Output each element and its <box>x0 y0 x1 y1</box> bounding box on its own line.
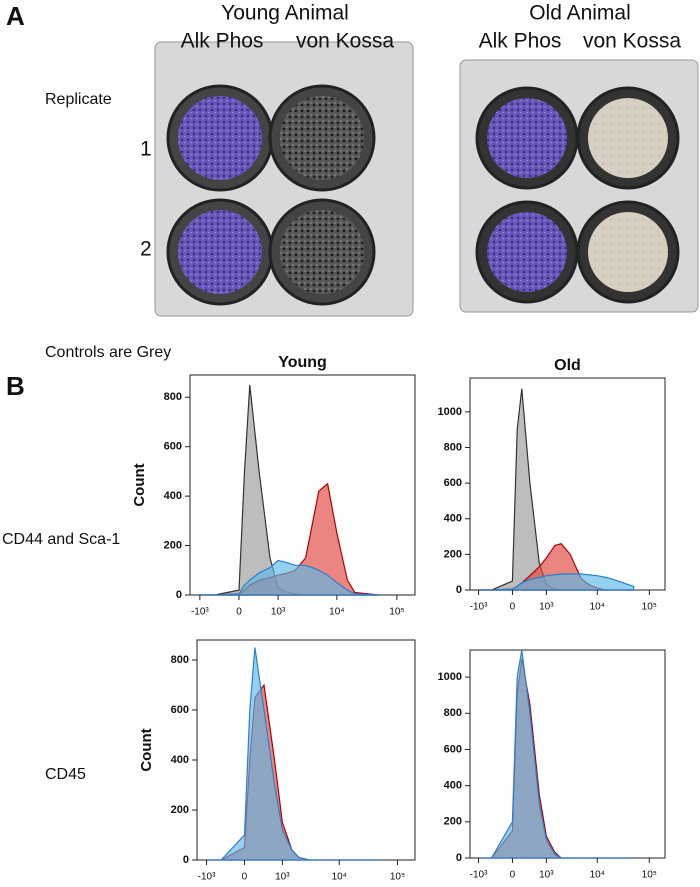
y-tick-label: 0 <box>456 852 462 864</box>
y-tick-label: 800 <box>171 654 189 666</box>
histogram-area <box>206 647 380 861</box>
x-tick-label: 10⁴ <box>590 602 605 613</box>
y-tick-label: 200 <box>164 539 182 551</box>
x-tick-label: 10³ <box>539 870 554 881</box>
y-tick-label: 600 <box>444 743 462 755</box>
x-tick-label: 10³ <box>271 607 286 618</box>
y-tick-label: 0 <box>176 589 182 601</box>
histogram-area <box>478 658 634 859</box>
x-tick-label: 10⁴ <box>332 872 347 883</box>
plate-young <box>154 41 414 317</box>
y-tick-label: 600 <box>164 441 182 453</box>
row-label: 2 <box>140 238 152 261</box>
plot-frame <box>196 639 416 861</box>
x-tick-label: 0 <box>236 607 242 618</box>
group-title: Young Animal <box>221 2 349 25</box>
y-tick-label: 0 <box>183 854 189 866</box>
x-tick-label: 10⁴ <box>329 607 344 618</box>
x-tick-label: 10⁵ <box>642 870 657 881</box>
column-label: von Kossa <box>583 30 681 53</box>
x-tick-label: 10⁵ <box>642 602 657 613</box>
y-tick-label: 200 <box>444 816 462 828</box>
row-label: 1 <box>140 138 152 161</box>
plate-old <box>459 59 699 313</box>
y-tick-label: 400 <box>444 513 462 525</box>
chart-title: Young <box>278 354 327 371</box>
y-tick-label: 1000 <box>438 406 462 418</box>
y-tick-label: 800 <box>164 391 182 403</box>
x-tick-label: 10³ <box>539 602 554 613</box>
histogram-area <box>206 683 380 861</box>
y-tick-label: 200 <box>444 548 462 560</box>
x-tick-label: 0 <box>510 602 516 613</box>
panel-letter: A <box>6 1 25 31</box>
x-tick-label: -10³ <box>198 872 216 883</box>
column-label: Alk Phos <box>479 30 562 53</box>
y-tick-label: 600 <box>171 704 189 716</box>
x-tick-label: 10⁵ <box>389 607 404 618</box>
y-tick-label: 0 <box>456 584 462 596</box>
y-tick-label: 800 <box>444 707 462 719</box>
note: Controls are Grey <box>45 344 171 361</box>
x-tick-label: 10⁴ <box>590 870 605 881</box>
y-tick-label: 200 <box>171 804 189 816</box>
x-tick-label: -10³ <box>191 607 209 618</box>
column-label: Alk Phos <box>181 30 264 53</box>
y-tick-label: 400 <box>171 754 189 766</box>
group-title: Old Animal <box>529 2 631 25</box>
y-axis-label: Count <box>131 463 148 506</box>
y-tick-label: 400 <box>164 490 182 502</box>
y-axis-label: Count <box>138 728 155 771</box>
histogram-area <box>199 559 379 596</box>
y-tick-label: 800 <box>444 441 462 453</box>
x-tick-label: 10³ <box>275 872 290 883</box>
x-tick-label: -10³ <box>470 870 488 881</box>
row-label: CD44 and Sca-1 <box>2 531 120 548</box>
x-tick-label: 10⁵ <box>390 872 405 883</box>
histogram-area <box>478 573 635 591</box>
row-label: CD45 <box>45 766 86 783</box>
column-label: von Kossa <box>296 30 394 53</box>
x-tick-label: 0 <box>510 870 516 881</box>
y-tick-label: 400 <box>444 780 462 792</box>
chart-title: Old <box>554 357 581 374</box>
histogram-area <box>478 649 634 859</box>
panel-letter: B <box>6 371 25 401</box>
y-tick-label: 600 <box>444 477 462 489</box>
x-tick-label: 0 <box>242 872 248 883</box>
plot-frame <box>469 649 666 859</box>
row-label: Replicate <box>45 91 112 108</box>
y-tick-label: 1000 <box>438 671 462 683</box>
x-tick-label: -10³ <box>470 602 488 613</box>
